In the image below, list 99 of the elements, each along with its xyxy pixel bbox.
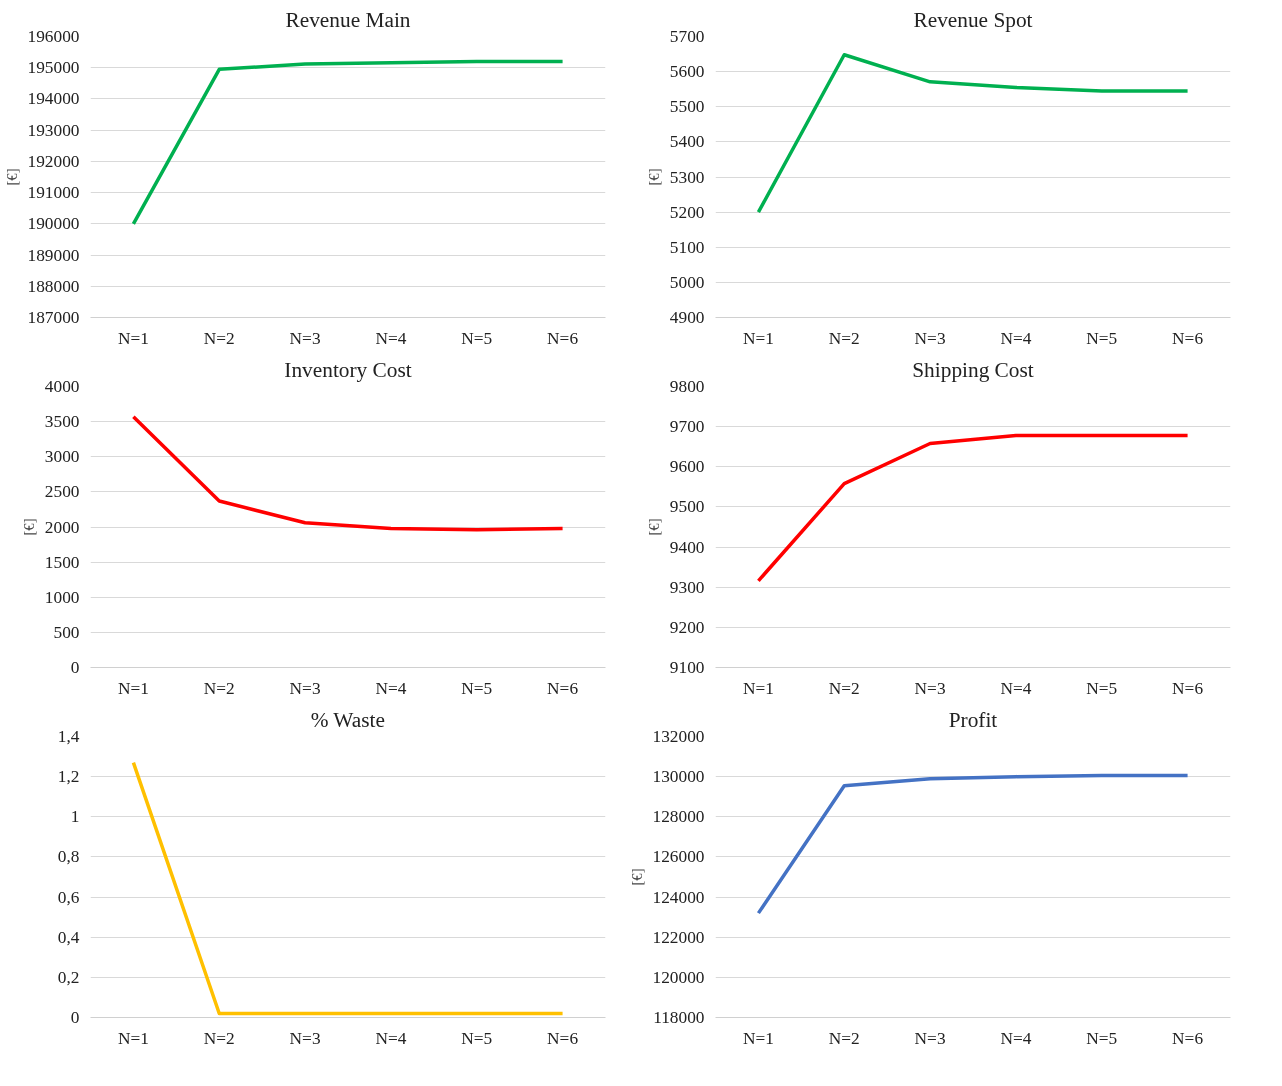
y-tick-label: 9200 (669, 617, 705, 637)
y-tick-label: 194000 (27, 89, 80, 109)
y-axis-title: [€] (645, 518, 662, 536)
x-tick-label: N=4 (1000, 328, 1032, 348)
x-tick-label: N=4 (1000, 1028, 1032, 1048)
y-tick-label: 1000 (44, 587, 80, 607)
x-tick-label: N=5 (1086, 328, 1118, 348)
y-tick-label: 195000 (27, 58, 80, 78)
y-tick-label: 196000 (27, 27, 80, 46)
y-tick-label: 4000 (44, 377, 80, 396)
y-tick-label: 5000 (669, 272, 705, 292)
y-tick-label: 0 (70, 658, 80, 677)
y-tick-label: 1,2 (57, 767, 80, 787)
y-tick-label: 9300 (669, 577, 705, 597)
y-axis-title: [€] (3, 168, 20, 186)
y-tick-label: 4900 (669, 308, 705, 327)
chart-title: % Waste (310, 707, 385, 732)
x-tick-label: N=5 (1086, 678, 1118, 698)
x-tick-label: N=1 (117, 1028, 149, 1048)
y-tick-label: 0,6 (57, 887, 80, 907)
x-tick-label: N=2 (203, 328, 235, 348)
x-tick-label: N=6 (1172, 678, 1204, 698)
chart-title: Revenue Main (285, 7, 411, 32)
y-tick-label: 5500 (669, 97, 705, 117)
x-tick-label: N=2 (203, 678, 235, 698)
y-axis-title: [€] (20, 518, 37, 536)
x-tick-label: N=3 (914, 1028, 946, 1048)
x-tick-label: N=4 (1000, 678, 1032, 698)
x-tick-label: N=6 (1172, 1028, 1204, 1048)
y-tick-label: 132000 (652, 727, 705, 746)
y-tick-label: 500 (53, 622, 80, 642)
y-tick-label: 2500 (44, 482, 80, 502)
x-tick-label: N=1 (742, 1028, 774, 1048)
y-tick-label: 0,8 (57, 847, 80, 867)
x-tick-label: N=4 (375, 1028, 407, 1048)
x-tick-label: N=4 (375, 678, 407, 698)
y-tick-label: 126000 (652, 847, 705, 867)
x-tick-label: N=3 (289, 678, 321, 698)
y-tick-label: 120000 (652, 967, 705, 987)
chart-title: Shipping Cost (912, 357, 1034, 382)
y-tick-label: 5200 (669, 202, 705, 222)
x-tick-label: N=3 (289, 328, 321, 348)
y-tick-label: 1 (70, 807, 80, 827)
y-tick-label: 190000 (27, 214, 80, 234)
y-tick-label: 5300 (669, 167, 705, 187)
x-tick-label: N=5 (461, 328, 493, 348)
y-tick-label: 9700 (669, 417, 705, 437)
x-tick-label: N=3 (914, 328, 946, 348)
x-tick-label: N=6 (547, 678, 579, 698)
y-tick-label: 118000 (653, 1008, 705, 1027)
x-tick-label: N=3 (289, 1028, 321, 1048)
x-tick-label: N=4 (375, 328, 407, 348)
y-tick-label: 5400 (669, 132, 705, 152)
y-tick-label: 187000 (27, 308, 80, 327)
x-tick-label: N=2 (828, 1028, 860, 1048)
y-tick-label: 191000 (27, 183, 80, 203)
y-tick-label: 130000 (652, 767, 705, 787)
y-tick-label: 9100 (669, 658, 705, 677)
y-tick-label: 1,4 (57, 727, 80, 746)
y-tick-label: 9400 (669, 537, 705, 557)
y-tick-label: 0,4 (57, 927, 80, 947)
x-tick-label: N=6 (1172, 328, 1204, 348)
x-tick-label: N=1 (742, 678, 774, 698)
x-tick-label: N=5 (461, 1028, 493, 1048)
y-tick-label: 0,2 (57, 967, 80, 987)
x-tick-label: N=3 (914, 678, 946, 698)
y-tick-label: 9800 (669, 377, 705, 396)
y-tick-label: 128000 (652, 807, 705, 827)
x-tick-label: N=5 (1086, 1028, 1118, 1048)
x-tick-label: N=2 (828, 328, 860, 348)
y-tick-label: 1500 (44, 552, 80, 572)
x-tick-label: N=2 (203, 1028, 235, 1048)
x-tick-label: N=6 (547, 328, 579, 348)
y-tick-label: 5100 (669, 237, 705, 257)
y-axis-title: [€] (645, 168, 662, 186)
y-tick-label: 0 (70, 1008, 80, 1027)
y-tick-label: 124000 (652, 887, 705, 907)
y-tick-label: 5700 (669, 27, 705, 46)
y-tick-label: 9500 (669, 497, 705, 517)
y-tick-label: 2000 (44, 517, 80, 537)
x-tick-label: N=1 (117, 328, 149, 348)
y-tick-label: 3500 (44, 412, 80, 432)
y-tick-label: 9600 (669, 457, 705, 477)
y-tick-label: 122000 (652, 927, 705, 947)
x-tick-label: N=6 (547, 1028, 579, 1048)
y-tick-label: 192000 (27, 151, 80, 171)
chart-title: Profit (948, 707, 998, 732)
y-tick-label: 3000 (44, 447, 80, 467)
y-tick-label: 193000 (27, 120, 80, 140)
y-tick-label: 189000 (27, 245, 80, 265)
x-tick-label: N=5 (461, 678, 493, 698)
chart-title: Inventory Cost (284, 357, 412, 382)
chart-title: Revenue Spot (913, 7, 1033, 32)
x-tick-label: N=1 (117, 678, 149, 698)
y-tick-label: 5600 (669, 62, 705, 82)
x-tick-label: N=1 (742, 328, 774, 348)
y-tick-label: 188000 (27, 276, 80, 296)
x-tick-label: N=2 (828, 678, 860, 698)
y-axis-title: [€] (628, 868, 645, 886)
